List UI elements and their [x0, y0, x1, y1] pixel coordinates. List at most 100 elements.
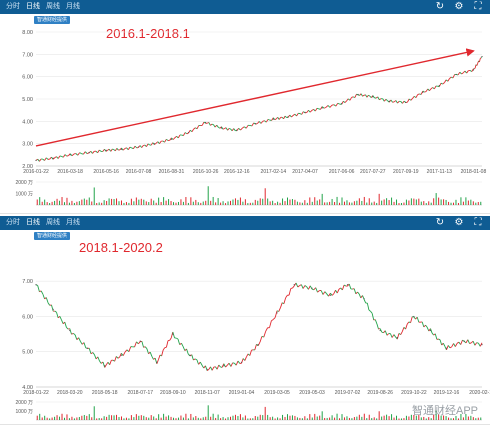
volume-bar: [337, 197, 338, 205]
volume-bar: [289, 416, 290, 420]
price-segment: [250, 350, 252, 355]
price-segment: [401, 332, 403, 335]
price-segment: [397, 101, 399, 103]
volume-bar: [42, 202, 43, 205]
volume-bar: [237, 200, 238, 205]
price-segment: [165, 139, 167, 142]
price-segment: [300, 113, 302, 114]
price-segment: [271, 319, 273, 320]
volume-bar: [94, 187, 95, 205]
volume-bar: [366, 418, 367, 420]
data-point: [52, 158, 53, 159]
volume-bar: [470, 200, 471, 205]
data-point: [53, 309, 54, 310]
price-segment: [166, 341, 168, 348]
price-segment: [375, 320, 377, 324]
volume-bar: [178, 202, 179, 205]
volume-bar: [458, 203, 459, 205]
volume-bar: [369, 198, 370, 205]
volume-bar: [62, 197, 63, 205]
price-segment: [268, 119, 270, 120]
price-segment: [117, 148, 119, 150]
volume-bar: [299, 418, 300, 420]
volume-bar: [292, 415, 293, 420]
y-tick-label: 5.00: [22, 97, 33, 103]
volume-bar: [71, 201, 72, 205]
price-segment: [266, 328, 268, 332]
price-segment: [146, 144, 148, 147]
volume-bar: [453, 418, 454, 420]
volume-bar: [314, 197, 315, 205]
data-point: [456, 74, 457, 75]
volume-bar: [451, 203, 452, 205]
volume-bar: [210, 417, 211, 420]
price-segment: [435, 334, 437, 340]
volume-bar: [342, 414, 343, 420]
volume-bar: [374, 417, 375, 420]
data-point: [397, 337, 398, 338]
price-segment: [80, 341, 82, 344]
x-tick-label: 2017-11-13: [427, 169, 452, 175]
price-segment: [173, 138, 175, 140]
volume-bar: [433, 198, 434, 205]
volume-bar: [47, 418, 48, 420]
data-point: [464, 341, 465, 342]
volume-bar: [371, 418, 372, 420]
price-segment: [72, 154, 74, 156]
volume-bar: [84, 199, 85, 205]
volume-bar: [473, 201, 474, 205]
volume-bar: [297, 417, 298, 420]
data-point: [258, 344, 259, 345]
price-segment: [390, 334, 392, 338]
volume-bar: [252, 203, 253, 205]
price-segment: [183, 347, 185, 351]
volume-bar: [185, 414, 186, 420]
volume-bar: [180, 199, 181, 205]
volume-bar: [153, 201, 154, 205]
price-segment: [434, 86, 436, 89]
price-segment: [157, 360, 159, 364]
volume-bar: [480, 202, 481, 205]
price-segment: [94, 355, 96, 359]
volume-bar: [175, 418, 176, 420]
price-segment: [197, 125, 199, 128]
volume-bar: [391, 414, 392, 420]
price-segment: [431, 87, 433, 88]
price-segment: [337, 289, 339, 293]
price-segment: [344, 285, 346, 286]
price-segment: [316, 288, 318, 293]
price-segment: [363, 95, 364, 96]
data-point: [341, 103, 342, 104]
price-segment: [293, 114, 295, 115]
price-segment: [241, 128, 243, 130]
price-segment: [61, 320, 63, 324]
price-segment: [468, 340, 470, 344]
price-segment: [85, 152, 87, 154]
volume-bar: [116, 415, 117, 420]
volume-bar: [148, 418, 149, 420]
price-segment: [324, 107, 326, 108]
price-segment: [354, 289, 356, 294]
price-segment: [183, 133, 185, 136]
price-segment: [455, 343, 457, 346]
volume-bar: [171, 201, 172, 205]
price-segment: [454, 343, 456, 346]
volume-bar: [285, 417, 286, 420]
volume-bar: [354, 417, 355, 420]
price-segment: [41, 291, 43, 294]
y-tick-label: 6.00: [22, 314, 33, 320]
price-segment: [258, 342, 260, 346]
volume-bar: [153, 416, 154, 420]
price-segment: [364, 299, 366, 303]
price-segment: [440, 340, 442, 345]
price-segment: [371, 311, 373, 313]
volume-label: 2000 万: [15, 400, 33, 406]
volume-bar: [386, 415, 387, 420]
x-tick-label: 2018-01-08: [461, 169, 487, 175]
volume-bar: [379, 194, 380, 205]
price-segment: [48, 303, 50, 306]
price-segment: [386, 99, 388, 101]
price-segment: [80, 153, 82, 154]
price-segment: [148, 144, 150, 145]
volume-bar: [349, 418, 350, 420]
